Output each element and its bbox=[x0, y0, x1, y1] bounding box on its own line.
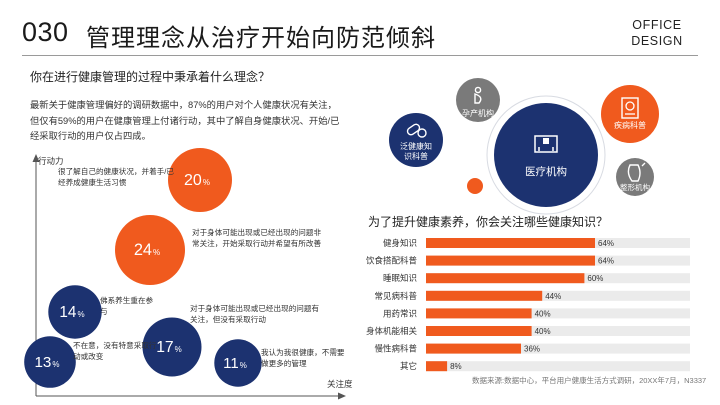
bar-row: 常见病科普 44% bbox=[374, 290, 690, 301]
medical-record-icon bbox=[621, 97, 639, 119]
bubble-description: 我认为我很健康，不需要做更多的管理 bbox=[261, 347, 345, 368]
bubble-circle bbox=[389, 113, 443, 167]
matrix-bubble-2: 24%对于身体可能出现或已经出现的问题非常关注，开始采取行动并希望有所改善 bbox=[115, 215, 321, 285]
matrix-bubble-3: 14%佛系养生重在参与 bbox=[48, 285, 154, 339]
bar-fill bbox=[426, 255, 595, 266]
left-question: 你在进行健康管理的过程中秉承着什么理念？ bbox=[30, 70, 271, 84]
brand-line-2: DESIGN bbox=[631, 34, 683, 48]
title-divider bbox=[22, 55, 698, 56]
bar-category-label: 身体机能相关 bbox=[366, 326, 418, 336]
bar-fill bbox=[426, 361, 448, 372]
bubble-circle bbox=[214, 339, 262, 387]
bar-category-label: 常见病科普 bbox=[374, 291, 417, 301]
intro-paragraph: 最新关于健康管理偏好的调研数据中，87%的用户对个人健康状况有关注，但仅有59%… bbox=[30, 100, 340, 141]
bubble-circle bbox=[494, 103, 598, 207]
y-axis-label: 行动力 bbox=[38, 156, 64, 166]
data-source: 数据来源:数据中心，平台用户健康生活方式调研，20XX年7月，N3337 bbox=[472, 376, 707, 385]
matrix-bubble-5: 13%不在意，没有特意采取行动或改变 bbox=[24, 336, 157, 388]
bar-category-label: 健身知识 bbox=[383, 238, 417, 248]
x-axis-arrow bbox=[338, 392, 346, 400]
bar-value-label: 64% bbox=[598, 239, 614, 248]
bar-fill bbox=[426, 308, 532, 319]
bubble-label: 整形机构 bbox=[620, 182, 650, 192]
bar-row: 用药常识 40% bbox=[383, 308, 690, 319]
hospital-icon bbox=[534, 135, 558, 153]
face-icon bbox=[627, 162, 646, 182]
bar-fill bbox=[426, 238, 595, 248]
matrix-bubble-4: 17%对于身体可能出现或已经出现的问题有关注，但没有采取行动 bbox=[142, 303, 319, 377]
brand-logo: OFFICE DESIGN bbox=[624, 17, 690, 49]
source-bubble-prenatal: 孕产机构 bbox=[456, 78, 500, 122]
bar-category-label: 饮食搭配科普 bbox=[366, 256, 418, 266]
bubble-description: 很了解自己的健康状况，并着手/已经养成健康生活习惯 bbox=[58, 166, 174, 187]
bar-category-label: 睡眠知识 bbox=[383, 273, 417, 283]
bar-track bbox=[426, 361, 690, 372]
bar-category-label: 用药常识 bbox=[383, 308, 417, 318]
matrix-bubbles: 20%很了解自己的健康状况，并着手/已经养成健康生活习惯24%对于身体可能出现或… bbox=[24, 148, 345, 388]
bubble-description: 对于身体可能出现或已经出现的问题有关注，但没有采取行动 bbox=[190, 303, 319, 324]
bar-track bbox=[426, 290, 690, 301]
bar-row: 睡眠知识 60% bbox=[383, 273, 690, 284]
source-bubble-chronic: 疾病科普 bbox=[601, 85, 659, 143]
bar-value-label: 44% bbox=[545, 292, 561, 301]
bubble-circle bbox=[115, 215, 185, 285]
brand-line-1: OFFICE bbox=[632, 18, 682, 32]
bar-value-label: 64% bbox=[598, 257, 614, 266]
bar-value-label: 40% bbox=[535, 327, 551, 336]
bar-track bbox=[426, 343, 690, 354]
bubble-description: 佛系养生重在参与 bbox=[100, 295, 154, 316]
right-question: 为了提升健康素养，你会关注哪些健康知识？ bbox=[368, 215, 609, 229]
bubble-description: 对于身体可能出现或已经出现的问题非常关注，开始采取行动并希望有所改善 bbox=[192, 227, 321, 248]
bubble-label: 孕产机构 bbox=[462, 108, 494, 118]
bar-fill bbox=[426, 290, 543, 301]
bubble-label: 医疗机构 bbox=[525, 165, 567, 178]
pills-icon bbox=[406, 123, 427, 138]
bubble-circle bbox=[616, 158, 654, 196]
bubble-description: 不在意，没有特意采取行动或改变 bbox=[73, 340, 157, 361]
bubble-circle bbox=[24, 336, 76, 388]
bar-fill bbox=[426, 273, 585, 284]
bubble-circle bbox=[142, 317, 202, 377]
bar-track bbox=[426, 326, 690, 336]
bar-value-label: 36% bbox=[524, 345, 540, 354]
bar-row: 饮食搭配科普 64% bbox=[366, 255, 690, 266]
accent-dot bbox=[467, 178, 483, 194]
bar-row: 身体机能相关 40% bbox=[366, 326, 690, 336]
source-bubble-cosmetic: 整形机构 bbox=[616, 158, 654, 196]
bubble-circle bbox=[456, 78, 500, 122]
page-title: 管理理念从治疗开始向防范倾斜 bbox=[86, 25, 436, 52]
bubble-label: 疾病科普 bbox=[614, 120, 646, 130]
matrix-bubble-1: 20%很了解自己的健康状况，并着手/已经养成健康生活习惯 bbox=[58, 148, 232, 212]
matrix-bubble-6: 11%我认为我很健康，不需要做更多的管理 bbox=[214, 339, 345, 387]
bubble-circle bbox=[168, 148, 232, 212]
bar-fill bbox=[426, 343, 521, 354]
bar-fill bbox=[426, 326, 532, 336]
bar-value-label: 40% bbox=[535, 309, 551, 318]
bar-category-label: 慢性病科普 bbox=[374, 344, 417, 354]
x-axis-label: 关注度 bbox=[327, 379, 353, 389]
bar-category-label: 其它 bbox=[400, 361, 417, 371]
bubble-circle bbox=[48, 285, 102, 339]
knowledge-bar-chart: 健身知识 64%饮食搭配科普 64%睡眠知识 60%常见病科普 44%用药常识 40%身体… bbox=[366, 238, 690, 372]
source-bubble-general: 泛健康知识科普 bbox=[389, 113, 443, 167]
page-number: 030 bbox=[22, 17, 69, 47]
bar-value-label: 60% bbox=[587, 274, 603, 283]
bar-row: 健身知识 64% bbox=[383, 238, 690, 248]
bubble-label: 泛健康知识科普 bbox=[400, 141, 432, 161]
y-axis-arrow bbox=[32, 154, 40, 162]
bar-row: 慢性病科普 36% bbox=[374, 343, 690, 354]
source-bubble-medical: 医疗机构 bbox=[486, 95, 606, 215]
bar-row: 其它 8% bbox=[400, 361, 690, 372]
pregnancy-icon bbox=[474, 86, 482, 104]
bar-value-label: 8% bbox=[450, 362, 462, 371]
bar-track bbox=[426, 308, 690, 319]
